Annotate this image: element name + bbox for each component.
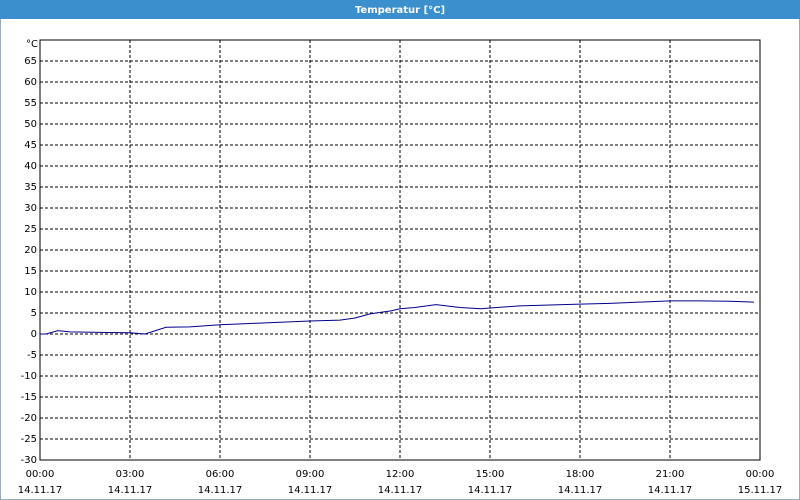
y-tick-label: 45 bbox=[24, 140, 37, 151]
y-tick-label: 50 bbox=[24, 119, 37, 130]
y-tick-label: 30 bbox=[24, 203, 37, 214]
x-tick-label: 12:00 bbox=[386, 469, 415, 480]
y-tick-label: -25 bbox=[21, 434, 37, 445]
x-tick-label: 06:00 bbox=[206, 469, 235, 480]
x-tick-label: 18:00 bbox=[566, 469, 595, 480]
y-tick-label: 35 bbox=[24, 182, 37, 193]
x-tick-date: 14.11.17 bbox=[108, 485, 153, 496]
y-tick-label: 55 bbox=[24, 98, 37, 109]
data-line bbox=[40, 300, 755, 335]
y-tick-label: 15 bbox=[24, 266, 37, 277]
title-bar bbox=[0, 0, 800, 19]
y-tick-label: 0 bbox=[31, 329, 37, 340]
x-tick-label: 15:00 bbox=[476, 469, 505, 480]
chart-title: Temperatur [°C] bbox=[355, 5, 445, 16]
y-tick-label: -30 bbox=[21, 455, 37, 466]
x-tick-label: 21:00 bbox=[656, 469, 685, 480]
y-tick-label: 60 bbox=[24, 77, 37, 88]
plot-border bbox=[39, 39, 761, 461]
x-tick-date: 14.11.17 bbox=[558, 485, 603, 496]
y-tick-label: 25 bbox=[24, 224, 37, 235]
y-tick-label: -10 bbox=[21, 371, 37, 382]
x-tick-label: 00:00 bbox=[26, 469, 55, 480]
y-tick-label: 40 bbox=[24, 161, 37, 172]
x-tick-date: 15.11.17 bbox=[738, 485, 783, 496]
x-tick-label: 03:00 bbox=[116, 469, 145, 480]
y-tick-label: -5 bbox=[27, 350, 37, 361]
y-tick-label: 20 bbox=[24, 245, 37, 256]
x-tick-date: 14.11.17 bbox=[18, 485, 63, 496]
y-tick-label: 5 bbox=[31, 308, 37, 319]
x-tick-date: 14.11.17 bbox=[378, 485, 423, 496]
x-tick-label: 00:00 bbox=[746, 469, 775, 480]
x-tick-label: 09:00 bbox=[296, 469, 325, 480]
x-tick-date: 14.11.17 bbox=[648, 485, 693, 496]
y-axis-label: °C bbox=[26, 39, 38, 50]
y-tick-label: 10 bbox=[24, 287, 37, 298]
x-tick-date: 14.11.17 bbox=[288, 485, 333, 496]
x-tick-date: 14.11.17 bbox=[198, 485, 243, 496]
y-tick-label: -20 bbox=[21, 413, 37, 424]
y-tick-label: -15 bbox=[21, 392, 37, 403]
y-tick-label: 65 bbox=[24, 56, 37, 67]
x-tick-date: 14.11.17 bbox=[468, 485, 513, 496]
